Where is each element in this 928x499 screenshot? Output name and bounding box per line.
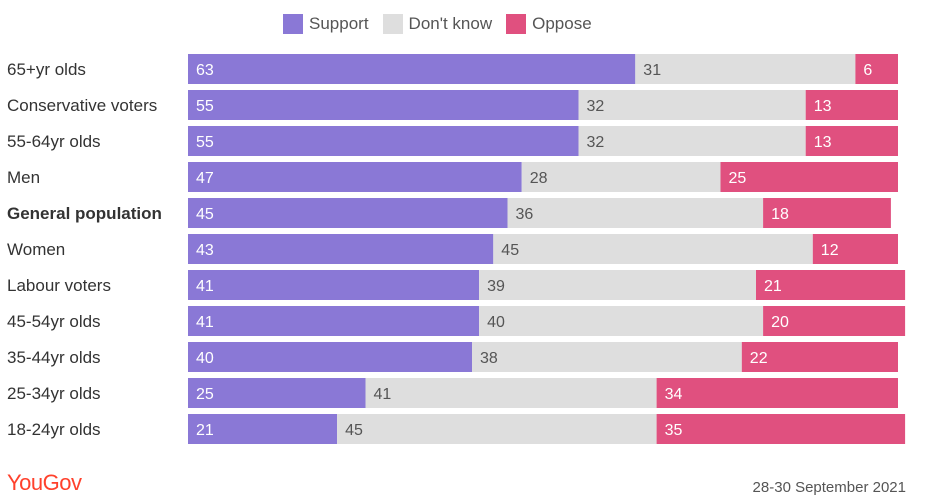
bar-oppose xyxy=(657,378,898,408)
category-label: 18-24yr olds xyxy=(7,420,101,439)
bar-oppose xyxy=(855,54,898,84)
data-label-dont-know: 45 xyxy=(345,422,363,439)
data-label-support: 41 xyxy=(196,278,214,295)
survey-date: 28-30 September 2021 xyxy=(753,479,906,496)
yougov-logo: YouGov xyxy=(7,470,81,496)
category-label: 45-54yr olds xyxy=(7,312,101,331)
category-label: Women xyxy=(7,240,65,259)
data-label-oppose: 13 xyxy=(814,134,832,151)
data-label-oppose: 13 xyxy=(814,98,832,115)
data-label-support: 55 xyxy=(196,134,214,151)
data-label-support: 41 xyxy=(196,314,214,331)
stacked-bar-chart: 65+yr olds 63 31 6 Conservative voters 55 32 13… xyxy=(0,0,928,465)
bar-support xyxy=(188,342,472,372)
data-label-oppose: 35 xyxy=(665,422,683,439)
data-label-support: 21 xyxy=(196,422,214,439)
data-label-support: 43 xyxy=(196,242,214,259)
bar-support xyxy=(188,54,635,84)
data-label-oppose: 6 xyxy=(863,62,872,79)
bar-dont-know xyxy=(479,270,756,300)
bar-support xyxy=(188,234,493,264)
bar-dont-know xyxy=(579,90,806,120)
category-label: Men xyxy=(7,168,40,187)
data-label-dont-know: 31 xyxy=(643,62,661,79)
category-label: 65+yr olds xyxy=(7,60,86,79)
category-label: General population xyxy=(7,204,162,223)
data-label-oppose: 20 xyxy=(771,314,789,331)
bar-dont-know xyxy=(508,198,764,228)
data-label-dont-know: 39 xyxy=(487,278,505,295)
data-label-oppose: 22 xyxy=(750,350,768,367)
category-label: 35-44yr olds xyxy=(7,348,101,367)
data-label-oppose: 25 xyxy=(729,170,747,187)
category-label: Conservative voters xyxy=(7,96,157,115)
data-label-oppose: 12 xyxy=(821,242,839,259)
bar-support xyxy=(188,198,508,228)
data-label-support: 40 xyxy=(196,350,214,367)
bar-support xyxy=(188,162,522,192)
data-label-dont-know: 32 xyxy=(587,98,605,115)
data-label-dont-know: 28 xyxy=(530,170,548,187)
data-label-support: 45 xyxy=(196,206,214,223)
data-label-dont-know: 45 xyxy=(501,242,519,259)
data-label-support: 47 xyxy=(196,170,214,187)
bar-dont-know xyxy=(635,54,855,84)
data-label-dont-know: 38 xyxy=(480,350,498,367)
data-label-support: 25 xyxy=(196,386,214,403)
data-label-oppose: 34 xyxy=(665,386,683,403)
bar-support xyxy=(188,270,479,300)
bar-dont-know xyxy=(366,378,657,408)
category-label: Labour voters xyxy=(7,276,111,295)
bar-dont-know xyxy=(522,162,721,192)
bar-support xyxy=(188,378,366,408)
data-label-oppose: 21 xyxy=(764,278,782,295)
category-label: 55-64yr olds xyxy=(7,132,101,151)
bar-oppose xyxy=(721,162,899,192)
data-label-support: 63 xyxy=(196,62,214,79)
data-label-dont-know: 36 xyxy=(516,206,534,223)
bar-dont-know xyxy=(472,342,742,372)
bar-support xyxy=(188,90,579,120)
data-label-dont-know: 41 xyxy=(374,386,392,403)
bar-support xyxy=(188,306,479,336)
data-label-dont-know: 40 xyxy=(487,314,505,331)
category-label: 25-34yr olds xyxy=(7,384,101,403)
data-label-dont-know: 32 xyxy=(587,134,605,151)
data-label-support: 55 xyxy=(196,98,214,115)
bar-dont-know xyxy=(479,306,763,336)
bar-oppose xyxy=(657,414,906,444)
data-label-oppose: 18 xyxy=(771,206,789,223)
bar-dont-know xyxy=(493,234,813,264)
bar-support xyxy=(188,126,579,156)
bar-dont-know xyxy=(579,126,806,156)
bar-dont-know xyxy=(337,414,656,444)
